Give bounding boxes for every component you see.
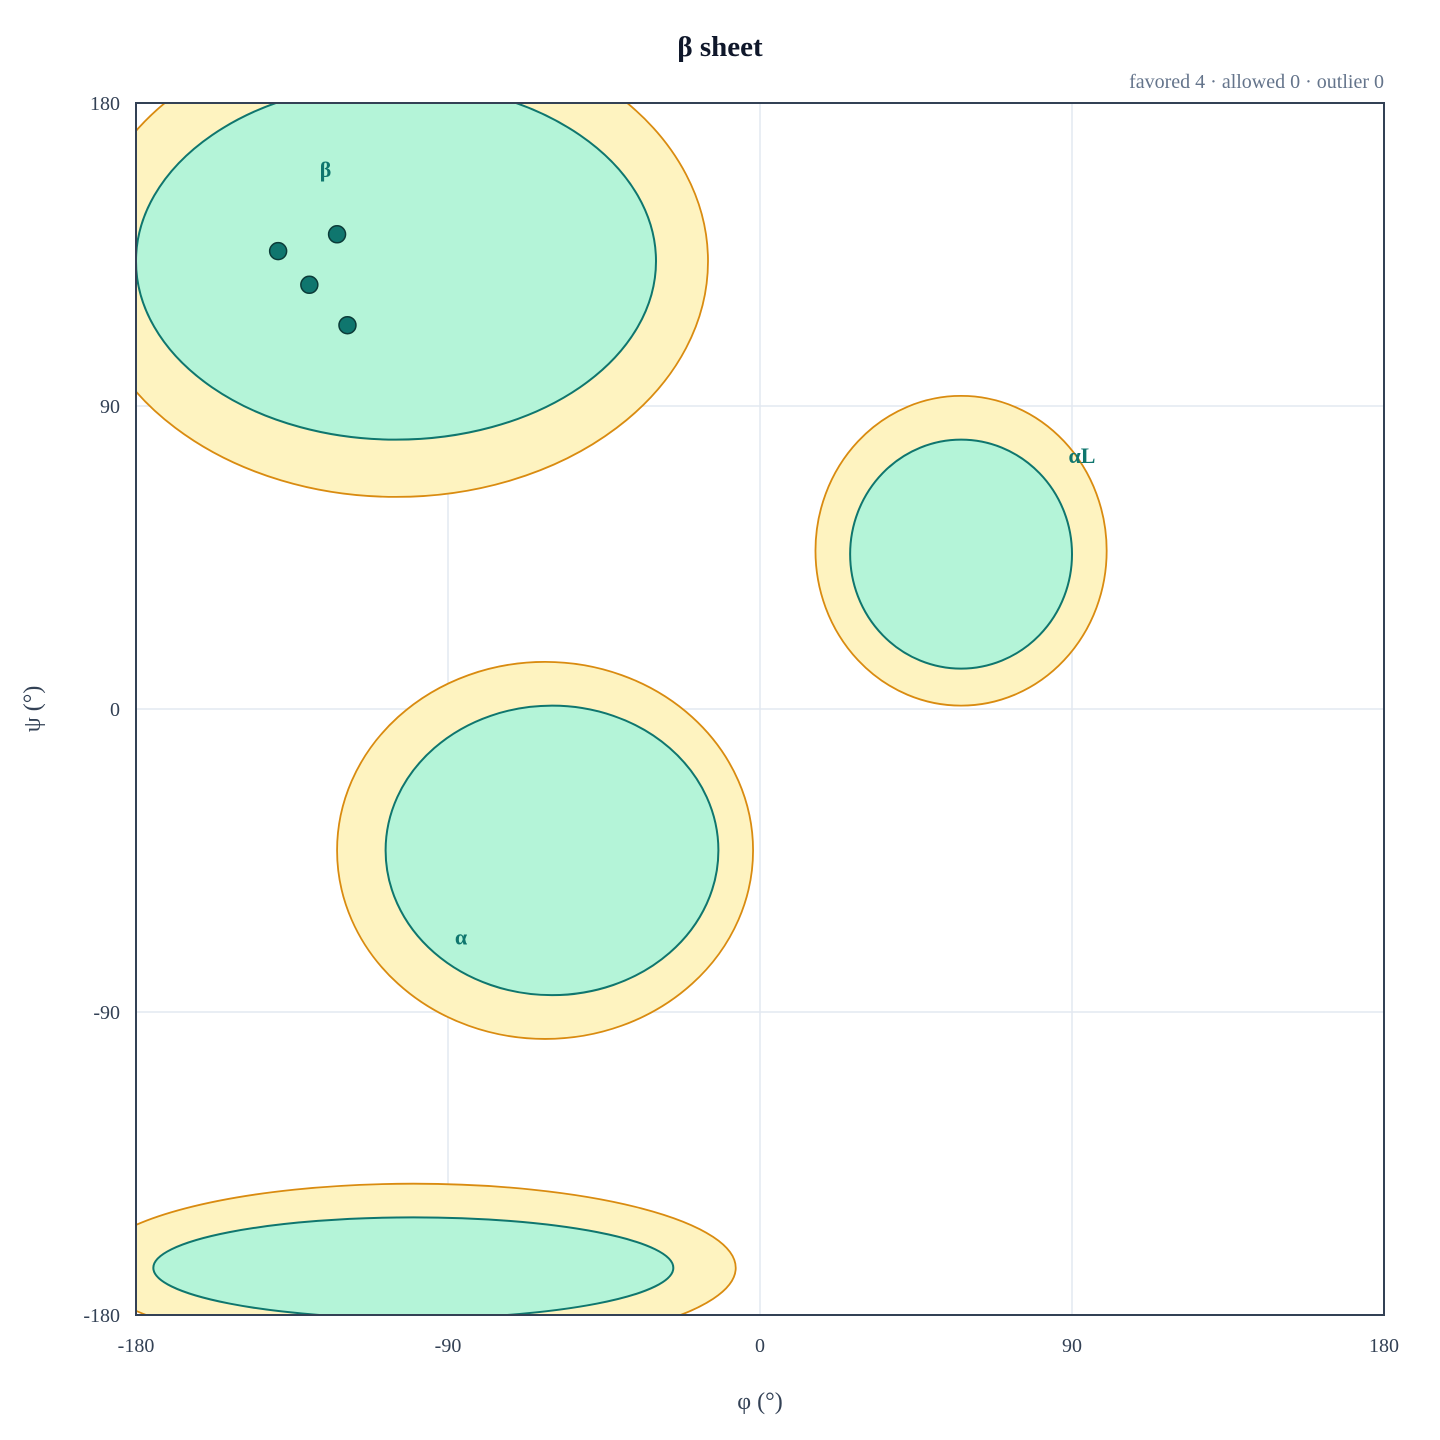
- y-tick-label: -90: [93, 1002, 120, 1024]
- y-tick-label: 90: [100, 396, 120, 418]
- region-label: β: [320, 157, 332, 182]
- regions: [136, 103, 1108, 1315]
- plot-frame: [135, 102, 1385, 1316]
- chart-title: β sheet: [677, 31, 763, 63]
- x-tick-labels: -180 -90 0 90 180: [118, 1335, 1399, 1357]
- y-tick-label: 180: [90, 93, 120, 115]
- residue-point: [268, 241, 288, 261]
- favored-region: [152, 1216, 675, 1315]
- residue-point: [338, 315, 357, 335]
- x-tick-label: -180: [118, 1335, 155, 1357]
- residue-point: [327, 225, 347, 244]
- region-label: α: [455, 925, 468, 950]
- y-tick-label: -180: [83, 1305, 120, 1327]
- region-labels: β α αL: [320, 157, 1096, 950]
- data-points: [268, 225, 357, 335]
- x-tick-label: 90: [1062, 1335, 1082, 1357]
- x-tick-label: -90: [435, 1335, 462, 1357]
- classification-summary: favored 4 · allowed 0 · outlier 0: [1129, 71, 1384, 93]
- x-tick-label: 0: [755, 1335, 765, 1357]
- favored-region: [136, 103, 657, 441]
- x-tick-label: 180: [1369, 1335, 1399, 1357]
- residue-point: [300, 275, 319, 295]
- region-label: αL: [1069, 443, 1096, 468]
- favored-region: [384, 704, 720, 997]
- y-axis-label: ψ (°): [20, 686, 46, 733]
- y-tick-label: 0: [110, 699, 120, 721]
- favored-region: [849, 438, 1073, 670]
- x-axis-label: φ (°): [737, 1389, 782, 1415]
- y-tick-labels: 180 90 0 -90 -180: [83, 93, 120, 1327]
